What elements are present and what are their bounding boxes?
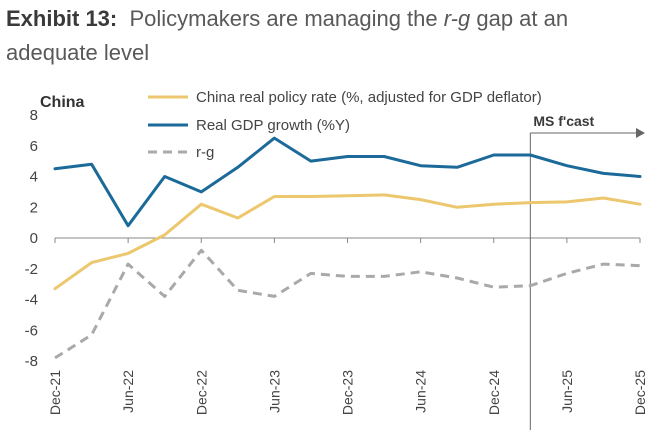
title-text-before: Policymakers are managing the	[129, 6, 444, 31]
y-tick-label: 2	[30, 199, 38, 216]
x-tick-label: Jun-23	[266, 370, 282, 413]
series-line-policy_rate	[53, 193, 642, 291]
y-tick-label: -2	[25, 261, 38, 278]
x-tick-label: Jun-24	[413, 370, 429, 413]
y-tick-label: 4	[30, 169, 38, 186]
panel-label-china: China	[40, 94, 85, 111]
y-tick-label: -8	[25, 353, 38, 370]
y-tick-label: 8	[30, 107, 38, 124]
x-tick-label: Dec-24	[486, 370, 502, 415]
forecast-label: MS f'cast	[533, 113, 594, 129]
y-tick-label: 0	[30, 230, 38, 247]
y-tick-label: -6	[25, 322, 38, 339]
x-tick-label: Jun-22	[120, 370, 136, 413]
x-tick-label: Dec-25	[632, 370, 648, 415]
x-tick-label: Dec-22	[193, 370, 209, 415]
chart-title: Exhibit 13: Policymakers are managing th…	[6, 2, 656, 70]
title-term-r-g: r-g	[443, 6, 471, 31]
legend-label-policy_rate: China real policy rate (%, adjusted for …	[196, 89, 542, 106]
legend-label-r_g: r-g	[196, 144, 214, 161]
y-tick-label: 6	[30, 138, 38, 155]
x-tick-label: Jun-25	[559, 370, 575, 413]
forecast-arrow-head	[636, 128, 645, 138]
legend-label-gdp_growth: Real GDP growth (%Y)	[196, 117, 350, 134]
exhibit-label: Exhibit 13:	[6, 6, 118, 31]
x-tick-label: Dec-23	[340, 370, 356, 415]
x-tick-label: Dec-21	[47, 370, 63, 415]
series-line-gdp_growth	[53, 136, 642, 228]
y-tick-label: -4	[25, 292, 38, 309]
title-text-after: gap at an adequate level	[6, 6, 569, 65]
series-line-r_g	[54, 248, 641, 360]
